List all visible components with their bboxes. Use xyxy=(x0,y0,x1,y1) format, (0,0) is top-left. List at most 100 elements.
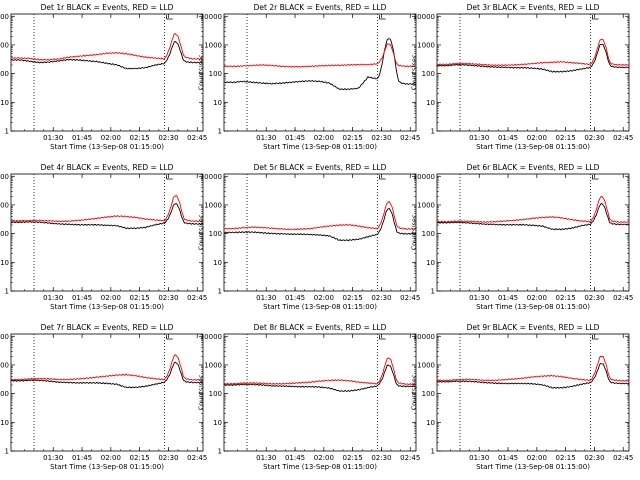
time-bracket-marker xyxy=(379,175,386,180)
y-tick-label: 10000 xyxy=(200,13,222,21)
x-tick-label: 01:30 xyxy=(43,134,63,142)
events-series-line xyxy=(436,202,630,231)
detector-panel: Det 1r BLACK = Events, RED = LLD 1 10 100 10… xyxy=(0,3,207,151)
time-bracket-marker xyxy=(166,15,173,20)
plot-frame xyxy=(436,13,630,132)
y-tick-label: 100 xyxy=(422,230,435,238)
lld-series-line xyxy=(223,200,417,231)
y-tick-label: 1 xyxy=(5,288,9,296)
y-tick-label: 10000 xyxy=(413,13,435,21)
x-tick-label: 01:45 xyxy=(285,134,305,142)
detector-panel: Det 2r BLACK = Events, RED = LLD 1 10 100 10… xyxy=(197,3,420,151)
y-tick-label: 10000 xyxy=(200,173,222,181)
time-bracket-marker xyxy=(592,15,599,20)
y-tick-label: 100 xyxy=(0,230,9,238)
plot-frame xyxy=(10,333,204,452)
x-tick-label: 01:45 xyxy=(285,454,305,462)
x-tick-label: 02:30 xyxy=(584,454,604,462)
x-tick-label: 02:45 xyxy=(613,454,633,462)
y-tick-label: 100 xyxy=(209,390,222,398)
panel-title: Det 8r BLACK = Events, RED = LLD xyxy=(254,323,387,332)
x-tick-label: 02:45 xyxy=(187,454,207,462)
y-tick-label: 1 xyxy=(218,288,222,296)
events-series-line xyxy=(10,361,204,389)
y-tick-label: 10 xyxy=(426,99,435,107)
panel-title: Det 4r BLACK = Events, RED = LLD xyxy=(41,163,174,172)
detector-panel: Det 8r BLACK = Events, RED = LLD 1 10 100 10… xyxy=(197,323,420,471)
x-axis-label: Start Time (13-Sep-08 01:15:00) xyxy=(50,463,164,471)
detector-panel: Det 5r BLACK = Events, RED = LLD 1 10 100 10… xyxy=(197,163,420,311)
x-tick-label: 02:45 xyxy=(613,134,633,142)
x-tick-label: 02:15 xyxy=(343,454,363,462)
x-axis-label: Start Time (13-Sep-08 01:15:00) xyxy=(476,303,590,311)
y-tick-label: 1000 xyxy=(204,41,222,49)
x-tick-label: 02:15 xyxy=(343,134,363,142)
x-tick-label: 02:45 xyxy=(187,294,207,302)
time-bracket-marker xyxy=(379,335,386,340)
x-axis-label: Start Time (13-Sep-08 01:15:00) xyxy=(263,143,377,151)
lld-series-line xyxy=(223,43,417,68)
x-tick-label: 02:30 xyxy=(158,454,178,462)
y-tick-label: 10000 xyxy=(413,333,435,341)
lld-series-line xyxy=(10,33,203,61)
lld-series-line xyxy=(436,195,630,224)
lld-series-line xyxy=(436,38,630,67)
y-tick-label: 1 xyxy=(431,128,435,136)
y-tick-label: 10000 xyxy=(413,173,435,181)
y-tick-label: 1 xyxy=(218,128,222,136)
y-tick-label: 1 xyxy=(218,448,222,456)
x-tick-label: 01:30 xyxy=(469,454,489,462)
x-axis-label: Start Time (13-Sep-08 01:15:00) xyxy=(476,463,590,471)
x-tick-label: 02:30 xyxy=(158,134,178,142)
x-tick-label: 02:15 xyxy=(556,454,576,462)
y-tick-label: 10 xyxy=(0,99,9,107)
y-tick-label: 1000 xyxy=(204,361,222,369)
y-tick-label: 1000 xyxy=(204,201,222,209)
y-tick-label: 1 xyxy=(5,128,9,136)
y-tick-label: 1 xyxy=(431,448,435,456)
time-bracket-marker xyxy=(379,15,386,20)
y-tick-label: 1000 xyxy=(0,361,9,369)
y-tick-label: 10 xyxy=(213,259,222,267)
y-axis-label: Counts/sec xyxy=(410,54,418,90)
y-tick-label: 100 xyxy=(0,390,9,398)
x-tick-label: 02:00 xyxy=(101,454,121,462)
events-series-line xyxy=(436,362,630,389)
y-tick-label: 1000 xyxy=(417,201,435,209)
detector-panel: Det 3r BLACK = Events, RED = LLD 1 10 100 10… xyxy=(410,3,633,151)
x-tick-label: 01:45 xyxy=(498,134,518,142)
x-tick-label: 01:45 xyxy=(498,454,518,462)
x-tick-label: 02:15 xyxy=(556,294,576,302)
x-tick-label: 02:00 xyxy=(101,294,121,302)
time-bracket-marker xyxy=(592,175,599,180)
plot-frame xyxy=(436,333,630,452)
y-tick-label: 10 xyxy=(213,419,222,427)
x-tick-label: 02:15 xyxy=(130,134,150,142)
panel-title: Det 7r BLACK = Events, RED = LLD xyxy=(41,323,174,332)
x-tick-label: 02:30 xyxy=(371,294,391,302)
events-series-line xyxy=(10,40,204,70)
y-axis-label: Counts/sec xyxy=(197,374,205,410)
y-tick-label: 10000 xyxy=(0,13,9,21)
panel-title: Det 2r BLACK = Events, RED = LLD xyxy=(254,3,387,12)
y-tick-label: 1000 xyxy=(0,201,9,209)
time-bracket-marker xyxy=(166,175,173,180)
y-tick-label: 100 xyxy=(422,70,435,78)
x-axis-label: Start Time (13-Sep-08 01:15:00) xyxy=(50,303,164,311)
plot-frame xyxy=(10,13,204,132)
x-tick-label: 01:45 xyxy=(498,294,518,302)
panel-title: Det 5r BLACK = Events, RED = LLD xyxy=(254,163,387,172)
y-tick-label: 10000 xyxy=(0,333,9,341)
y-tick-label: 1 xyxy=(5,448,9,456)
lld-series-line xyxy=(10,194,204,223)
x-tick-label: 01:30 xyxy=(256,134,276,142)
y-axis-label: Counts/sec xyxy=(197,214,205,250)
x-tick-label: 01:30 xyxy=(256,294,276,302)
x-tick-label: 02:15 xyxy=(343,294,363,302)
x-tick-label: 02:45 xyxy=(187,134,207,142)
x-tick-label: 02:30 xyxy=(584,134,604,142)
y-tick-label: 10 xyxy=(213,99,222,107)
plot-frame xyxy=(223,13,417,132)
x-tick-label: 01:30 xyxy=(469,294,489,302)
